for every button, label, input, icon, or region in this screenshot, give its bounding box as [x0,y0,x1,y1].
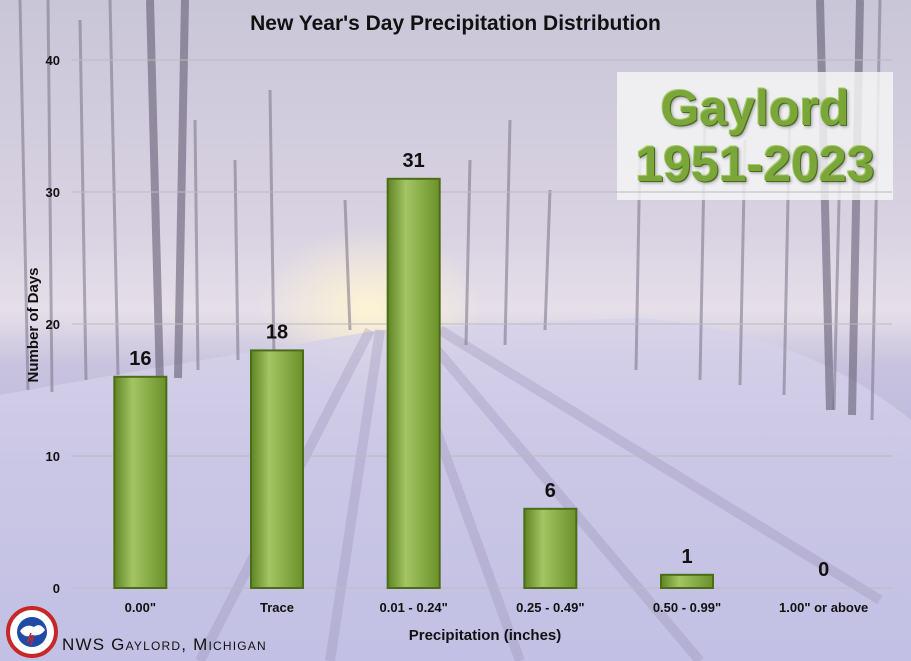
x-axis-ticks: 0.00" Trace 0.01 - 0.24" 0.25 - 0.49" 0.50 -… [125,600,869,615]
x-tick-label-2: 0.01 - 0.24" [380,600,448,615]
bar-4 [660,573,714,589]
data-label-5: 0 [818,559,829,581]
y-tick-label: 20 [46,317,60,332]
bar-1 [250,349,304,589]
y-tick-label: 10 [46,449,60,464]
data-label-0: 16 [129,348,151,370]
y-axis-label: Number of Days [25,267,42,382]
station-period: 1951-2023 [635,136,875,192]
data-label-1: 18 [266,321,288,343]
y-tick-label: 40 [46,53,60,68]
data-label-4: 1 [681,546,692,568]
x-axis-label: Precipitation (inches) [409,627,562,644]
station-name: Gaylord [660,80,850,136]
station-badge: Gaylord 1951-2023 [617,72,893,200]
nws-logo-icon [6,606,58,658]
bars [113,177,714,590]
y-axis-ticks: 0 10 20 30 40 [46,53,60,596]
data-labels: 16 18 31 6 1 0 [129,150,829,581]
bar-0 [113,375,168,589]
bar-3 [523,507,578,589]
data-label-2: 31 [403,150,425,172]
footer-credit: NWS Gaylord, Michigan [62,635,267,654]
bar-2 [386,177,441,590]
chart-title: New Year's Day Precipitation Distributio… [250,12,661,35]
y-tick-label: 0 [53,581,60,596]
x-tick-label-3: 0.25 - 0.49" [516,600,584,615]
y-tick-label: 30 [46,185,60,200]
x-tick-label-1: Trace [260,600,294,615]
gridlines [72,59,892,589]
data-label-3: 6 [545,480,556,502]
x-tick-label-0: 0.00" [125,600,156,615]
x-tick-label-4: 0.50 - 0.99" [653,600,721,615]
x-tick-label-5: 1.00" or above [779,600,868,615]
